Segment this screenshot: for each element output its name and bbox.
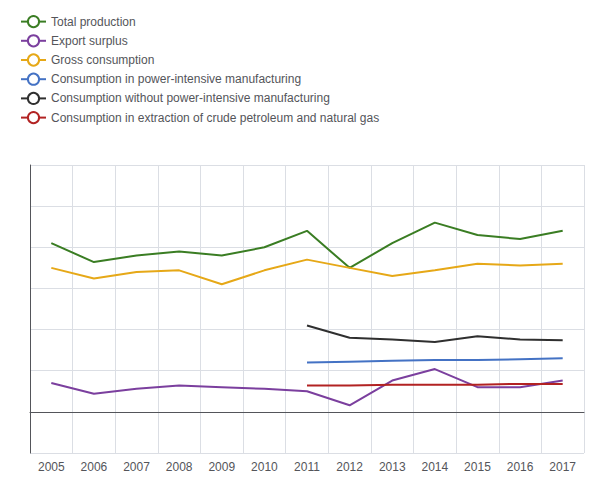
svg-text:2016: 2016 xyxy=(507,460,534,474)
svg-text:Gross consumption: Gross consumption xyxy=(51,53,154,67)
svg-text:2009: 2009 xyxy=(208,460,235,474)
svg-text:2014: 2014 xyxy=(421,460,448,474)
svg-text:2008: 2008 xyxy=(166,460,193,474)
svg-text:2015: 2015 xyxy=(464,460,491,474)
svg-text:2011: 2011 xyxy=(294,460,320,474)
svg-text:Consumption in extraction of c: Consumption in extraction of crude petro… xyxy=(51,111,379,125)
svg-text:2017: 2017 xyxy=(549,460,576,474)
svg-text:2010: 2010 xyxy=(251,460,278,474)
svg-text:Consumption without power-inte: Consumption without power-intensive manu… xyxy=(51,91,330,105)
svg-text:Total production: Total production xyxy=(51,15,136,29)
svg-text:2013: 2013 xyxy=(379,460,406,474)
svg-text:Consumption in power-intensive: Consumption in power-intensive manufactu… xyxy=(51,72,301,86)
svg-text:2012: 2012 xyxy=(336,460,363,474)
svg-text:Export surplus: Export surplus xyxy=(51,34,128,48)
svg-text:2005: 2005 xyxy=(38,460,65,474)
svg-text:2007: 2007 xyxy=(123,460,150,474)
svg-text:2006: 2006 xyxy=(81,460,108,474)
